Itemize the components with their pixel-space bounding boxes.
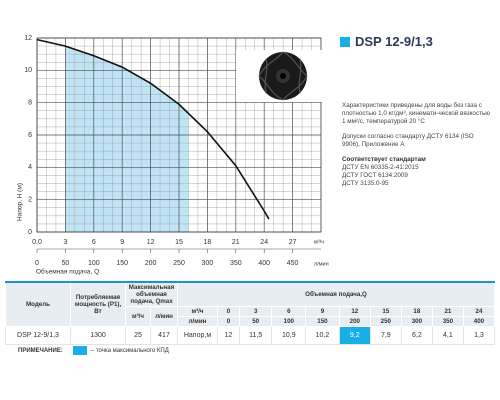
x-tick-label: 21 (232, 239, 240, 246)
x2-tick-label: 400 (258, 260, 270, 267)
x-tick-label: 24 (260, 239, 268, 246)
header-cell: 300 (400, 316, 433, 327)
note: Характеристики приведены для воды без га… (342, 102, 490, 125)
x2-tick-label: 250 (173, 260, 185, 267)
header-row: Модель Потребляемая мощность (P1), Вт Ма… (5, 281, 495, 327)
header-cell: Максимальная объемная подача, Qmax (125, 281, 178, 307)
y-tick-label: 6 (28, 132, 32, 139)
x-axis-label: Объемная подача, Q (36, 268, 99, 276)
header-cell: л/мин (150, 306, 178, 327)
curve (36, 38, 270, 220)
x2-tick-label: 300 (202, 260, 214, 267)
header-cell: м³/ч (177, 306, 218, 317)
cell: Напор,м (177, 326, 218, 345)
x2-tick-label: 200 (145, 260, 157, 267)
x-tick-label: 12 (147, 239, 155, 246)
y-tick-label: 8 (28, 100, 32, 107)
header-cell: 50 (238, 316, 273, 327)
footnote: ПРИМЕЧАНИЕ: – точка максимального КПД (18, 346, 169, 355)
cell: 6,2 (400, 326, 433, 345)
y-axis-label: Напор, H (м) (17, 183, 24, 221)
standard: ДСТУ 3135.0-95 (342, 180, 389, 187)
cell: 7,9 (369, 326, 402, 345)
note: Допуски согласно стандарту ДСТУ 6134 (IS… (342, 133, 474, 148)
footnote-label: ПРИМЕЧАНИЕ: (18, 348, 63, 355)
x-tick-label: 0,0 (32, 239, 42, 246)
header-cell: 18 (400, 306, 433, 317)
y-tick-label: 10 (24, 67, 32, 74)
standards-title: Соответствует стандартам (342, 156, 426, 163)
footnote-text: – точка максимального КПД (90, 348, 169, 355)
standard: ДСТУ ГОСТ 6134:2009 (342, 172, 408, 179)
header-cell: 350 (431, 316, 464, 327)
header-cell: 0 (217, 306, 240, 317)
header-cell: 200 (338, 316, 371, 327)
standards: Соответствует стандартам ДСТУ EN 60335-2… (342, 156, 492, 188)
header-cell: 15 (369, 306, 402, 317)
header-cell: 24 (462, 306, 496, 317)
cell: 11,5 (238, 326, 273, 345)
y-tick-label: 2 (28, 197, 32, 204)
header-cell: 150 (305, 316, 340, 327)
y-tick-label: 12 (24, 35, 32, 42)
legend-swatch (72, 346, 87, 355)
header-cell: м³/ч (125, 306, 151, 327)
y-tick-label: 4 (28, 164, 32, 171)
header-cell: 250 (369, 316, 402, 327)
x-unit: м³/ч (314, 239, 324, 245)
header-cell: 12 (338, 306, 371, 317)
shaded-range (65, 46, 189, 233)
header-cell: 400 (462, 316, 496, 327)
header-cell: Потребляемая мощность (P1), Вт (70, 281, 126, 327)
title-marker (340, 37, 350, 47)
x2-tick-label: 450 (287, 260, 299, 267)
header-row: л/мин 0 50 100 150 200 250 300 350 400 (6, 316, 496, 327)
header-cell: Объемная подача,Q (177, 281, 495, 307)
header-cell: Модель (5, 281, 71, 327)
x2-tick-label: 350 (230, 260, 242, 267)
x2-tick-label: 150 (116, 260, 128, 267)
cell: 12 (217, 326, 240, 345)
cell: 10,9 (271, 326, 307, 345)
plot-frame (36, 37, 322, 233)
header-cell: 3 (238, 306, 273, 317)
header-cell: л/мин (177, 316, 218, 327)
x2-tick-label: 100 (88, 260, 100, 267)
x2-tick-label: 50 (62, 260, 70, 267)
data-row: DSP 12-9/1,3 1300 25 417 Напор,м 12 11,5 1… (5, 326, 496, 345)
cell: DSP 12-9/1,3 (5, 326, 71, 345)
cell: 1,3 (462, 326, 496, 345)
header-cell: 100 (271, 316, 307, 327)
x2-unit: л/мин (314, 261, 329, 267)
header-cell: 6 (271, 306, 307, 317)
y-tick-label: 0 (28, 229, 32, 236)
x-tick-label: 6 (92, 239, 96, 246)
x-tick-label: 15 (175, 239, 183, 246)
notes: Характеристики приведены для воды без га… (342, 102, 492, 188)
cell: 9,2 (338, 326, 371, 345)
x-tick-label: 3 (63, 239, 67, 246)
spec-table: Модель Потребляемая мощность (P1), Вт Ма… (5, 281, 496, 345)
cell: 25 (125, 326, 151, 345)
header-cell: 21 (431, 306, 464, 317)
product-title: DSP 12-9/1,3 (355, 34, 433, 49)
cell: 4,1 (431, 326, 464, 345)
x-tick-label: 27 (289, 239, 297, 246)
header-cell: 0 (217, 316, 240, 327)
x2-tick-label: 0 (35, 260, 39, 267)
x-tick-label: 9 (120, 239, 124, 246)
header-cell: 9 (305, 306, 340, 317)
cell: 417 (150, 326, 178, 345)
cell: 1300 (70, 326, 126, 345)
standard: ДСТУ EN 60335-2-41:2015 (342, 164, 419, 171)
x-tick-label: 18 (204, 239, 212, 246)
cell: 10,2 (305, 326, 340, 345)
impeller-image (258, 51, 308, 101)
